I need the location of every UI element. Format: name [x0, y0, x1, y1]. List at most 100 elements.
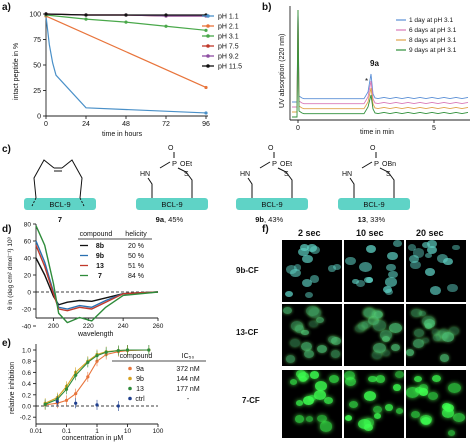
panel-e-point-13: [95, 354, 99, 358]
panel-c-o-label: O: [168, 145, 174, 152]
cell: [368, 375, 377, 383]
panel-c-bcl9-box: [236, 198, 308, 210]
panel-c-linker-bonds: [349, 161, 395, 198]
panel-a: a) 0 25 50 75 100 0 24 48 72 96 intact peptide i…: [2, 2, 242, 138]
cell: [431, 329, 439, 335]
cell: [441, 402, 451, 411]
cell: [309, 308, 322, 319]
cell: [315, 381, 328, 391]
panel-a-legend-label: pH 3.1: [218, 34, 239, 41]
panel-a-xtick-label: 24: [82, 121, 90, 128]
panel-b-trace-4: [292, 9, 469, 118]
panel-c-o-label: O: [268, 145, 274, 152]
panel-e-fit-13: [44, 349, 149, 405]
panel-c-bcl9-box: [24, 198, 96, 210]
cell: [421, 241, 430, 249]
cell: [406, 387, 419, 398]
panel-e-point-ctrl: [116, 404, 120, 408]
panel-e-table-head-compound: compound: [120, 353, 153, 360]
panel-e-xlabel: concentration in μM: [62, 435, 123, 442]
panel-e-ylabel: relative inhibition: [9, 362, 16, 414]
panel-a-legend-marker: [206, 44, 210, 48]
panel-c-compound-number: 13: [358, 215, 366, 224]
panel-a-point: [84, 17, 88, 21]
cell: [435, 331, 448, 341]
cell: [305, 415, 314, 422]
panel-d-table-compound: 9b: [96, 253, 104, 260]
panel-e-ytick-label: -0.2: [20, 415, 32, 422]
cell: [306, 305, 320, 316]
cell: [305, 291, 313, 299]
cell: [430, 286, 442, 296]
panel-a-xtick-label: 48: [122, 121, 130, 128]
panel-b-ylabel: UV absorption (220 nm): [279, 34, 286, 108]
panel-e-point-9a: [95, 359, 99, 363]
panel-d-ytick-label: -40: [22, 324, 32, 331]
cell: [385, 288, 394, 295]
cell: [441, 408, 454, 419]
panel-d-ytick-label: -20: [22, 307, 32, 314]
panel-d-curve-8b: [35, 257, 159, 306]
cell: [344, 377, 356, 387]
panel-a-ylabel: intact peptide in %: [13, 43, 20, 100]
cell: [447, 430, 455, 436]
panel-e-ytick-label: 0.2: [22, 392, 31, 399]
panel-b-legend-label: 8 days at pH 3.1: [409, 37, 457, 44]
panel-c-bcl9-label: BCL-9: [261, 200, 282, 209]
panel-a-point: [124, 13, 128, 17]
panel-a-legend-marker: [206, 64, 210, 68]
panel-e-point-13: [64, 387, 69, 391]
panel-c-compound-number: 9a: [156, 215, 165, 224]
cell: [453, 412, 466, 423]
cell: [418, 310, 427, 317]
panel-d-ytick-label: 80: [24, 222, 32, 229]
cell: [413, 329, 424, 338]
panel-a-point: [204, 111, 208, 115]
cell: [365, 244, 377, 253]
panel-b-xtick-0: 0: [296, 125, 300, 132]
cell: [406, 349, 415, 356]
cell: [385, 404, 394, 411]
cell: [439, 354, 450, 363]
cell: [452, 244, 460, 251]
panel-c-compound-number: 7: [58, 215, 62, 224]
cell: [309, 370, 320, 379]
cell: [386, 251, 398, 261]
cell: [294, 415, 305, 424]
panel-e-point-13: [125, 348, 130, 352]
panel-c-yield: , 43%: [264, 215, 284, 224]
panel-a-line-pH11: [45, 15, 207, 114]
cell: [413, 339, 424, 348]
cell: [330, 350, 341, 359]
panel-a-point: [44, 12, 48, 16]
panel-a-legend-label: pH 11.5: [218, 64, 242, 71]
cell: [367, 315, 380, 325]
cell: [443, 257, 453, 266]
microscopy-tile: [406, 370, 466, 438]
panel-e-fit-9a: [45, 349, 149, 406]
panel-d-letter: d): [2, 224, 11, 235]
cell: [293, 264, 302, 271]
panel-e-xtick-label: 0.1: [62, 428, 71, 435]
panel-e-point-13: [104, 350, 108, 354]
cell: [414, 386, 423, 393]
panel-c-linker-bonds: [247, 161, 293, 198]
cell: [363, 391, 376, 402]
panel-b-trace-1: [292, 9, 469, 103]
panel-d-table-helicity: 50 %: [128, 253, 144, 260]
panel-e-xtick-label: 1: [95, 428, 99, 435]
panel-a-legend-label: pH 1.1: [218, 14, 239, 21]
panel-e-xtick-label: 100: [153, 428, 164, 435]
microscopy-tile: [344, 304, 404, 366]
cell: [317, 344, 328, 353]
cell: [418, 384, 428, 392]
cell: [411, 410, 421, 418]
panel-a-xtick-label: 72: [162, 121, 170, 128]
panel-e-ytick-label: 0.6: [22, 370, 31, 377]
cell: [297, 371, 309, 381]
panel-c-bcl9-box: [136, 198, 208, 210]
cell: [437, 253, 449, 263]
cell: [424, 252, 433, 259]
